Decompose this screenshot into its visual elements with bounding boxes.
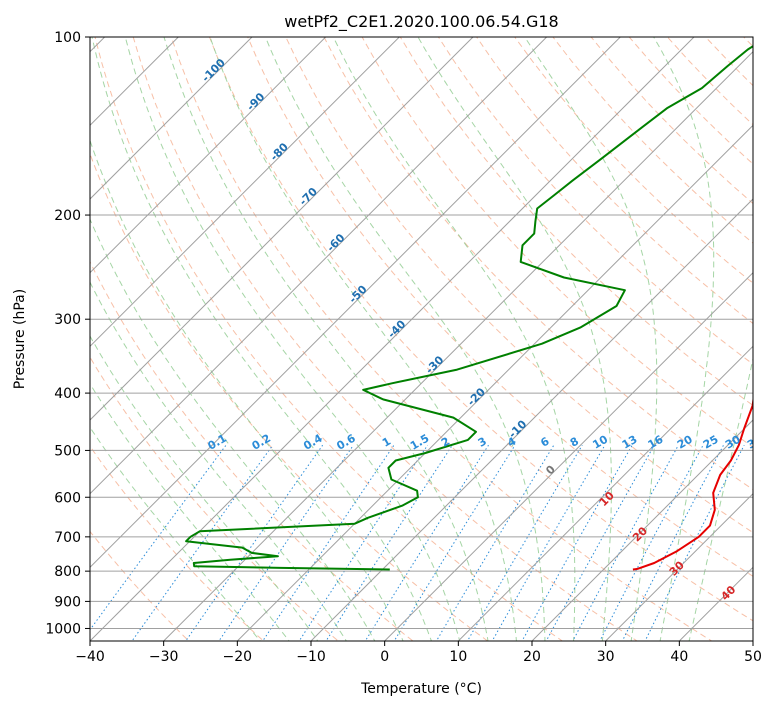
x-tick-label: −20 [223, 649, 253, 665]
isotherm-line [604, 492, 753, 641]
dry-adiabat [90, 530, 190, 641]
temperature-line [632, 395, 753, 571]
mixing-ratio-line [644, 444, 745, 641]
moist-adiabat [417, 37, 612, 641]
isotherm-line [383, 271, 753, 641]
x-tick-label: 10 [449, 649, 467, 665]
isotherm-line [162, 50, 753, 641]
x-tick-label: 50 [744, 649, 762, 665]
isobars [90, 37, 753, 629]
dry-adiabat [90, 260, 414, 641]
y-tick-label: 500 [54, 443, 81, 459]
isotherm-line [90, 37, 401, 348]
y-tick-label: 200 [54, 208, 81, 224]
x-tick-label: −10 [296, 649, 326, 665]
x-tick-label: 30 [597, 649, 615, 665]
plot-area: -100-90-80-70-60-50-40-30-20-10010203040… [90, 37, 765, 641]
mixing-ratio-line [621, 444, 724, 641]
x-tick-label: −30 [149, 649, 179, 665]
isotherm-line [90, 37, 253, 200]
dry-adiabat [361, 37, 753, 448]
x-axis-label: Temperature (°C) [360, 681, 482, 697]
moist-adiabat [653, 37, 715, 641]
isotherm-line [90, 37, 548, 495]
moist-adiabat [264, 37, 546, 641]
y-tick-label: 800 [54, 564, 81, 580]
plot-frame [89, 36, 754, 642]
y-tick-label: 400 [54, 386, 81, 402]
y-axis-ticks: 100 200 300 400 500 600 700 800 900 1000 [45, 30, 90, 637]
isotherm-line [90, 37, 327, 274]
isotherm-line [90, 37, 695, 641]
isotherm-line [236, 124, 753, 641]
moist-adiabat [209, 37, 518, 641]
dry-adiabat [132, 37, 638, 641]
x-tick-label: 40 [670, 649, 688, 665]
dry-adiabat [170, 37, 713, 641]
dry-adiabats [90, 37, 753, 641]
dry-adiabat [90, 445, 265, 641]
dry-adiabat [247, 37, 753, 577]
mixing-ratio-label: 36 [745, 433, 765, 452]
dry-adiabat [208, 37, 753, 622]
isotherm-line [310, 198, 753, 641]
moist-adiabat [90, 335, 319, 641]
dry-adiabat [90, 152, 489, 641]
y-tick-label: 600 [54, 490, 81, 506]
moist-adiabat [91, 37, 432, 641]
chart-title: wetPf2_C2E1.2020.100.06.54.G18 [284, 12, 558, 32]
y-tick-label: 300 [54, 312, 81, 328]
y-tick-label: 700 [54, 530, 81, 546]
isotherm-line [90, 37, 180, 127]
dry-adiabat [323, 37, 753, 491]
sounding-profiles [185, 45, 753, 571]
dewpoint-line [185, 45, 753, 571]
isotherm-line [90, 37, 474, 421]
isotherm-line [90, 37, 622, 569]
moist-adiabat [688, 356, 753, 641]
y-tick-label: 900 [54, 594, 81, 610]
x-axis-ticks: −40 −30 −20 −10 0 10 20 30 40 50 [75, 641, 762, 665]
y-tick-label: 1000 [45, 621, 81, 637]
dry-adiabat [94, 37, 564, 641]
y-axis-label: Pressure (hPa) [12, 289, 28, 389]
x-tick-label: −40 [75, 649, 105, 665]
dry-adiabat [514, 37, 753, 284]
x-tick-label: 20 [523, 649, 541, 665]
x-tick-label: 0 [380, 649, 389, 665]
isotherm-line [531, 419, 753, 641]
isotherm-line [457, 345, 753, 641]
isotherms [90, 37, 753, 641]
dry-adiabat [476, 37, 753, 325]
y-tick-label: 100 [54, 30, 81, 46]
dry-adiabat [90, 356, 339, 641]
mixing-ratio-line [218, 444, 354, 641]
